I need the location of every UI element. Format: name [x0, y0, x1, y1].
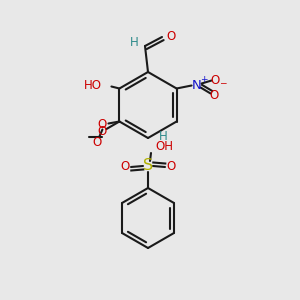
Text: O: O	[166, 29, 175, 43]
Text: O: O	[120, 160, 130, 172]
Text: H: H	[159, 130, 167, 143]
Text: H: H	[130, 35, 139, 49]
Text: O: O	[209, 89, 218, 102]
Text: HO: HO	[83, 79, 101, 92]
Text: −: −	[219, 78, 226, 87]
Text: O: O	[98, 118, 107, 131]
Text: O: O	[93, 136, 102, 149]
Text: N: N	[192, 79, 202, 92]
Text: S: S	[143, 158, 153, 173]
Text: +: +	[200, 75, 207, 84]
Text: O: O	[210, 74, 219, 87]
Text: O: O	[167, 160, 176, 172]
Text: O: O	[98, 125, 107, 138]
Text: OH: OH	[155, 140, 173, 154]
